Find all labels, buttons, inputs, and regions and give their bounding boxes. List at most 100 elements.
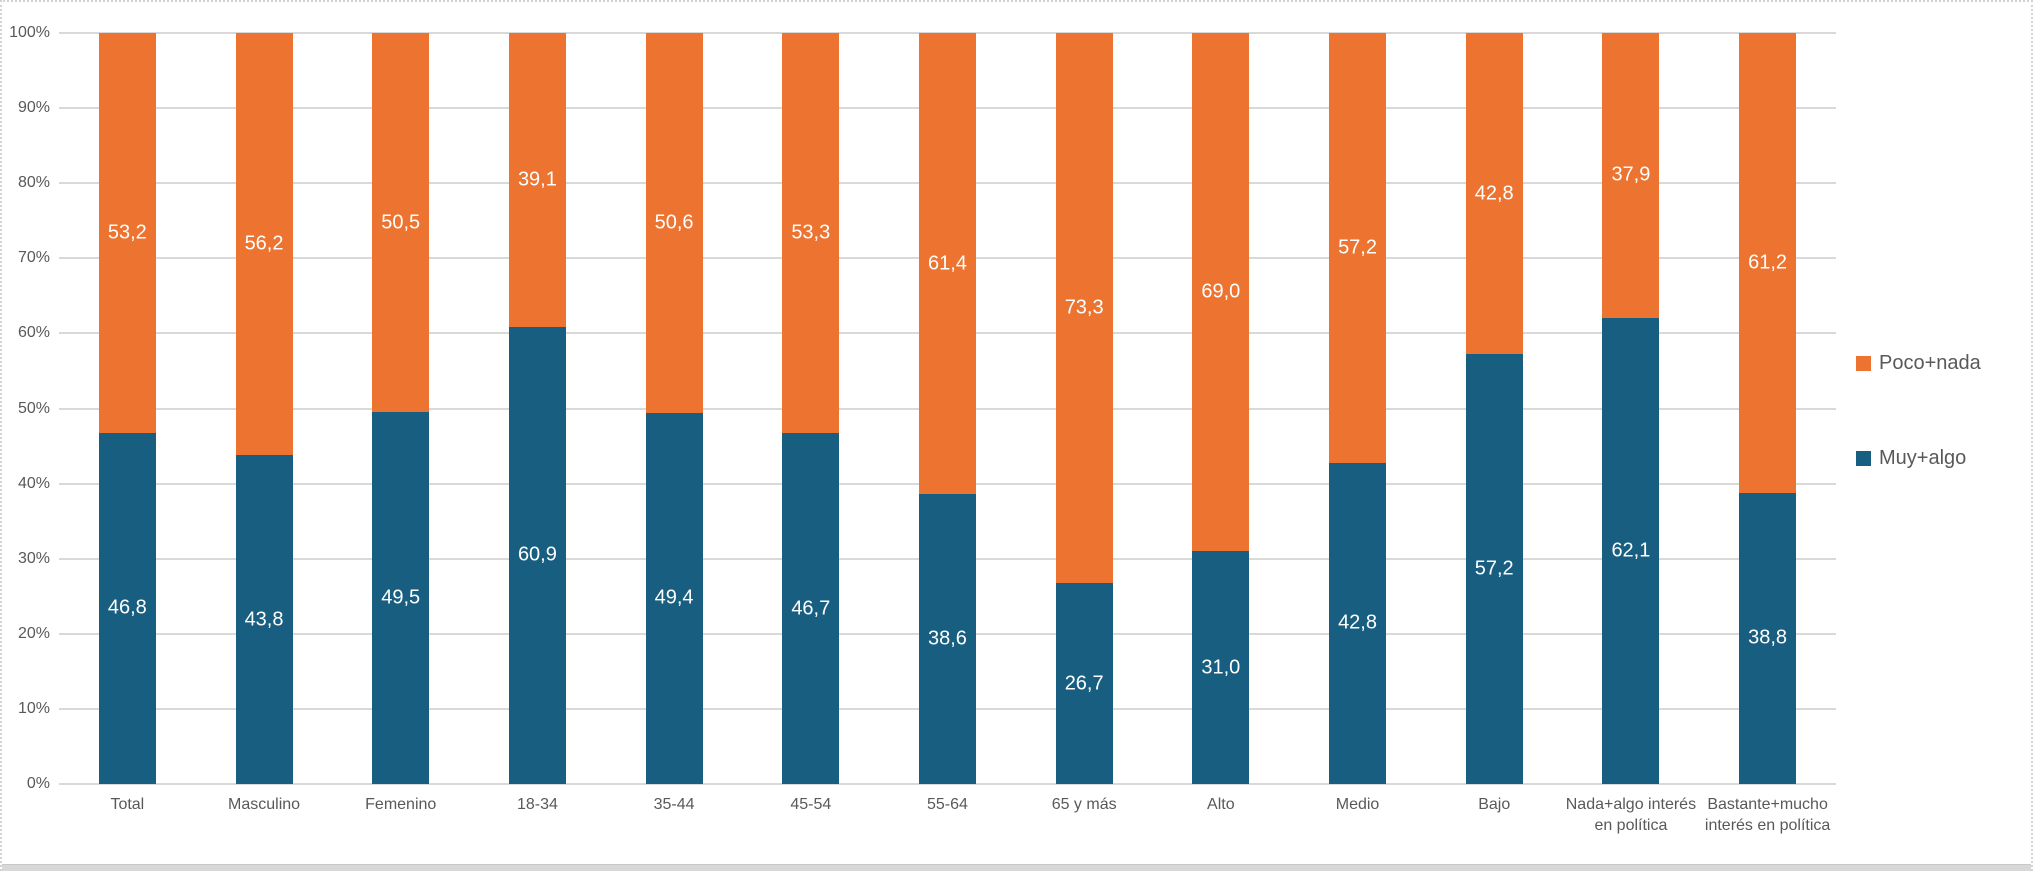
bar-55-64: 61,4 38,6 [918,33,976,784]
x-axis-label-line: Medio [1335,796,1380,813]
segment-poco-nada: 69,0 [1192,33,1250,552]
x-axis-label-65-y-m-s: 65 y más [1016,794,1153,836]
value-label-poco-nada: 73,3 [1064,296,1104,319]
segment-muy-algo: 42,8 [1329,462,1387,784]
legend-label-muy-algo: Muy+algo [1879,447,1967,469]
segment-poco-nada: 50,5 [372,33,430,413]
segment-muy-algo: 31,0 [1192,551,1250,784]
segment-muy-algo: 38,8 [1739,492,1797,784]
bar-slot-bajo: 42,8 57,2 [1426,33,1563,784]
legend-label-poco-nada: Poco+nada [1879,352,1981,374]
value-label-muy-algo: 42,8 [1338,611,1377,634]
value-label-poco-nada: 57,2 [1338,236,1377,259]
segment-muy-algo: 57,2 [1465,354,1523,784]
y-tick-label: 20% [17,624,50,642]
segment-muy-algo: 26,7 [1055,583,1113,784]
bar-nada-algo-inter-s-en-pol-tica: 37,9 62,1 [1602,33,1660,784]
value-label-muy-algo: 57,2 [1474,557,1514,580]
bar-slot-medio: 57,2 42,8 [1289,33,1426,784]
bar-femenino: 50,5 49,5 [372,33,430,784]
y-tick-label: 90% [17,99,50,117]
segment-muy-algo: 49,5 [372,412,430,784]
y-tick-label: 100% [9,24,50,41]
x-axis-label-line: en política [1594,817,1668,834]
x-axis-label-18-34: 18-34 [469,794,606,836]
legend-item-poco-nada: Poco+nada [1856,352,1981,375]
bar-slot-18-34: 39,1 60,9 [469,33,606,784]
y-tick-label: 50% [17,399,50,417]
bars-layer: 53,2 46,8 56,2 43,8 50,5 49,5 39,1 60,9 50,6 49,4… [59,33,1836,784]
value-label-muy-algo: 49,4 [654,586,694,609]
x-axis-label-total: Total [59,794,196,836]
bar-slot-65-y-m-s: 73,3 26,7 [1016,33,1153,784]
value-label-muy-algo: 31,0 [1201,656,1241,679]
legend: Poco+nada Muy+algo [1856,352,1981,470]
x-axis-label-medio: Medio [1289,794,1426,836]
segment-muy-algo: 49,4 [645,413,703,784]
value-label-poco-nada: 50,6 [654,211,694,234]
value-label-muy-algo: 46,8 [107,596,147,619]
x-axis-label-line: Bajo [1478,796,1511,813]
y-axis: 0% 10% 20% 30% 40% 50% 60% 70% 80% 90% 100% [2,24,50,792]
segment-poco-nada: 42,8 [1465,33,1523,355]
x-axis-label-line: Total [110,796,145,813]
segment-poco-nada: 61,2 [1739,33,1797,493]
value-label-poco-nada: 53,3 [791,221,831,244]
segment-poco-nada: 50,6 [645,33,703,413]
bar-65-y-m-s: 73,3 26,7 [1055,33,1113,784]
x-axis-label-alto: Alto [1153,794,1290,836]
x-axis-label-bastante-mucho-inter-s-en-pol-tica: Bastante+mucho interés en política [1699,794,1836,836]
x-axis-label-line: Alto [1207,796,1235,813]
y-tick-label: 80% [17,174,50,192]
gridline-0% [59,783,1836,785]
bottom-divider [2,864,2031,871]
bar-total: 53,2 46,8 [98,33,156,784]
y-tick-label: 10% [17,699,50,717]
y-tick-label: 40% [17,474,50,492]
legend-swatch-poco-nada-icon [1856,356,1871,371]
x-axis-label-bajo: Bajo [1426,794,1563,836]
segment-poco-nada: 61,4 [918,33,976,495]
bar-35-44: 50,6 49,4 [645,33,703,784]
bar-45-54: 53,3 46,7 [782,33,840,784]
segment-muy-algo: 62,1 [1602,317,1660,784]
bar-18-34: 39,1 60,9 [508,33,566,784]
legend-item-muy-algo: Muy+algo [1856,447,1981,470]
bar-medio: 57,2 42,8 [1329,33,1387,784]
value-label-poco-nada: 39,1 [517,168,557,191]
x-axis-label-line: Bastante+mucho [1707,796,1828,813]
value-label-muy-algo: 38,8 [1748,626,1788,649]
bar-masculino: 56,2 43,8 [235,33,293,784]
value-label-poco-nada: 37,9 [1611,163,1651,186]
value-label-muy-algo: 43,8 [244,608,284,631]
y-tick-label: 60% [17,324,50,342]
bar-slot-45-54: 53,3 46,7 [742,33,879,784]
segment-poco-nada: 53,3 [782,33,840,434]
value-label-muy-algo: 49,5 [381,586,421,609]
bar-bajo: 42,8 57,2 [1465,33,1523,784]
segment-muy-algo: 46,7 [782,433,840,784]
y-tick-label: 70% [17,249,50,267]
value-label-poco-nada: 69,0 [1201,280,1241,303]
segment-poco-nada: 37,9 [1602,33,1660,318]
bar-bastante-mucho-inter-s-en-pol-tica: 61,2 38,8 [1739,33,1797,784]
segment-poco-nada: 73,3 [1055,33,1113,584]
x-axis-label-55-64: 55-64 [879,794,1016,836]
value-label-muy-algo: 62,1 [1611,539,1651,562]
bar-slot-masculino: 56,2 43,8 [196,33,333,784]
value-label-poco-nada: 53,2 [107,221,147,244]
x-axis-label-line: Masculino [228,796,301,813]
value-label-poco-nada: 61,2 [1748,251,1788,274]
value-label-muy-algo: 38,6 [928,627,967,650]
segment-muy-algo: 38,6 [918,494,976,784]
bar-slot-bastante-mucho-inter-s-en-pol-tica: 61,2 38,8 [1699,33,1836,784]
value-label-poco-nada: 61,4 [928,252,967,275]
x-axis-label-line: 55-64 [927,796,968,813]
value-label-muy-algo: 46,7 [791,597,831,620]
legend-swatch-muy-algo-icon [1856,451,1871,466]
segment-muy-algo: 60,9 [508,326,566,784]
value-label-poco-nada: 56,2 [244,232,284,255]
value-label-poco-nada: 50,5 [381,211,421,234]
plot-area: 53,2 46,8 56,2 43,8 50,5 49,5 39,1 60,9 50,6 49,4… [59,32,1836,785]
segment-muy-algo: 43,8 [235,455,293,784]
